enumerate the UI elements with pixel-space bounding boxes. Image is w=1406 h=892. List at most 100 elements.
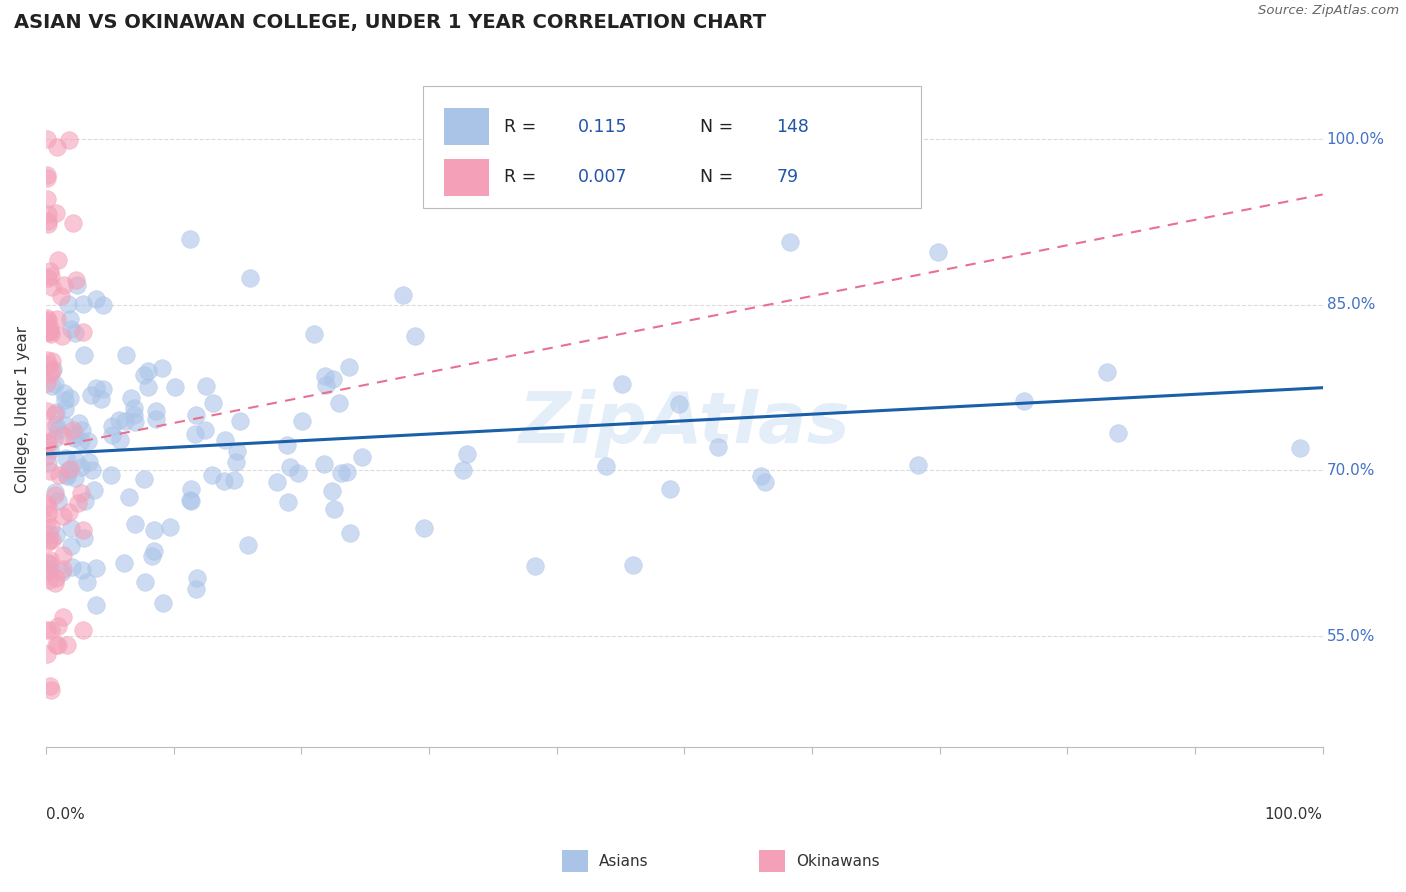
- Point: [1107, 426, 1129, 441]
- Point: [35, 170, 58, 185]
- Point: [236, 538, 259, 552]
- Point: [58, 133, 80, 147]
- Point: [46, 493, 69, 508]
- Point: [214, 433, 236, 447]
- Point: [38, 557, 60, 571]
- Point: [72, 523, 94, 537]
- Text: 0.0%: 0.0%: [46, 807, 84, 822]
- Point: [35, 623, 58, 637]
- Point: [42, 361, 65, 376]
- Point: [65, 273, 87, 287]
- Point: [751, 468, 773, 483]
- Text: R =: R =: [505, 118, 543, 136]
- Text: 85.0%: 85.0%: [1326, 297, 1375, 312]
- Point: [35, 515, 58, 529]
- Point: [38, 526, 60, 541]
- Point: [70, 434, 93, 448]
- Point: [276, 438, 298, 452]
- Point: [779, 235, 801, 250]
- Text: ZipAtlas: ZipAtlas: [519, 389, 851, 458]
- Point: [44, 484, 66, 499]
- Point: [322, 372, 344, 386]
- Point: [52, 610, 75, 624]
- Point: [523, 559, 546, 574]
- Point: [280, 460, 302, 475]
- Point: [114, 414, 136, 428]
- Point: [73, 531, 96, 545]
- Point: [86, 292, 108, 306]
- Point: [58, 297, 80, 311]
- Point: [39, 368, 62, 382]
- Point: [58, 505, 80, 519]
- Point: [84, 381, 107, 395]
- Point: [668, 397, 690, 411]
- Point: [51, 565, 73, 579]
- Point: [52, 562, 75, 576]
- Point: [39, 443, 62, 458]
- Point: [35, 555, 58, 569]
- Point: [266, 475, 288, 490]
- Point: [330, 466, 353, 480]
- Point: [59, 312, 82, 326]
- Point: [179, 231, 201, 245]
- Point: [37, 423, 59, 437]
- Text: Source: ZipAtlas.com: Source: ZipAtlas.com: [1258, 4, 1399, 18]
- Point: [45, 206, 67, 220]
- Point: [91, 382, 114, 396]
- Point: [134, 574, 156, 589]
- Point: [201, 396, 224, 410]
- Point: [45, 571, 67, 585]
- Point: [143, 523, 166, 537]
- Point: [1289, 441, 1312, 455]
- Point: [179, 492, 201, 507]
- Point: [46, 638, 69, 652]
- Point: [46, 311, 69, 326]
- Point: [35, 497, 58, 511]
- Bar: [444, 108, 489, 145]
- Point: [44, 576, 66, 591]
- Point: [45, 639, 67, 653]
- Point: [100, 467, 122, 482]
- Point: [72, 348, 94, 362]
- Point: [53, 418, 76, 433]
- Point: [38, 574, 60, 588]
- Text: R =: R =: [505, 169, 543, 186]
- Point: [122, 408, 145, 422]
- Point: [62, 423, 84, 437]
- Point: [180, 494, 202, 508]
- Point: [336, 465, 359, 479]
- Point: [35, 450, 58, 464]
- Point: [65, 454, 87, 468]
- Point: [70, 486, 93, 500]
- Point: [41, 379, 63, 393]
- Point: [53, 278, 76, 293]
- FancyBboxPatch shape: [423, 87, 921, 208]
- Point: [392, 288, 415, 302]
- Point: [1014, 393, 1036, 408]
- Point: [35, 310, 58, 325]
- Point: [39, 464, 62, 478]
- Point: [35, 565, 58, 579]
- Point: [287, 467, 309, 481]
- Point: [39, 683, 62, 698]
- Text: 100.0%: 100.0%: [1326, 132, 1385, 146]
- Point: [145, 412, 167, 426]
- Point: [45, 140, 67, 154]
- Text: 0.115: 0.115: [578, 118, 628, 136]
- Point: [136, 380, 159, 394]
- Point: [46, 253, 69, 268]
- Point: [38, 679, 60, 693]
- Point: [53, 401, 76, 416]
- Point: [101, 427, 124, 442]
- Point: [48, 467, 70, 482]
- Point: [194, 423, 217, 437]
- Text: 0.007: 0.007: [578, 169, 628, 186]
- Point: [39, 520, 62, 534]
- Text: 70.0%: 70.0%: [1326, 463, 1375, 478]
- Point: [107, 413, 129, 427]
- Point: [200, 468, 222, 483]
- Point: [37, 508, 59, 522]
- Text: 100.0%: 100.0%: [1265, 807, 1323, 822]
- Point: [52, 508, 75, 523]
- Point: [44, 407, 66, 421]
